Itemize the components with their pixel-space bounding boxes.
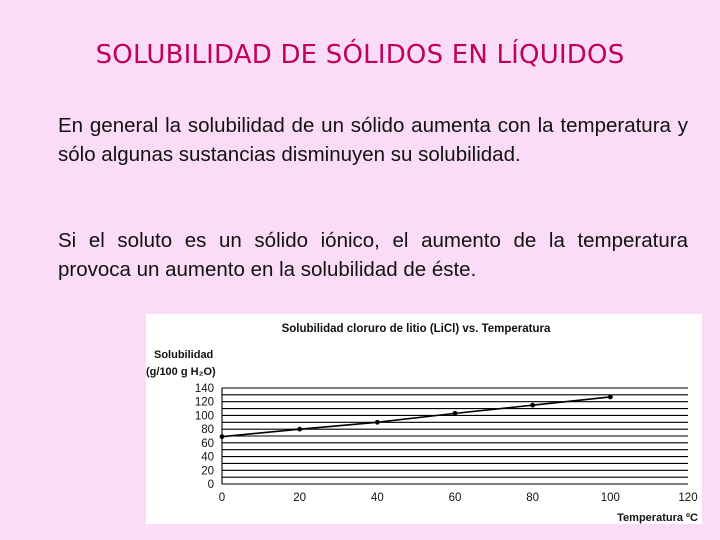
data-point-40 [374, 419, 380, 425]
intro-paragraph: En general la solubilidad de un sólido a… [58, 114, 688, 166]
series-line [221, 396, 611, 438]
y-axis-label-line1: Solubilidad [154, 349, 213, 361]
x-axis-label: Temperatura ºC [617, 512, 698, 524]
x-tick-label-80: 80 [526, 492, 539, 504]
x-tick-label-100: 100 [601, 492, 620, 504]
solubility-chart: Solubilidad cloruro de litio (LiCl) vs. … [146, 314, 702, 524]
y-axis-label-line2: (g/100 g H₂O) [146, 366, 216, 378]
x-tick-label-120: 120 [678, 492, 697, 504]
x-tick-label-0: 0 [219, 492, 225, 504]
y-tick-label-60: 60 [201, 438, 214, 450]
ionic-solute-paragraph: Si el soluto es un sólido iónico, el aum… [58, 229, 688, 281]
x-tick-label-40: 40 [371, 492, 384, 504]
data-point-80 [530, 402, 536, 408]
data-point-60 [452, 410, 458, 416]
chart-svg: Solubilidad cloruro de litio (LiCl) vs. … [146, 323, 698, 524]
chart-title: Solubilidad cloruro de litio (LiCl) vs. … [282, 323, 551, 335]
x-tick-label-20: 20 [293, 492, 306, 504]
y-tick-label-140: 140 [195, 383, 214, 395]
y-tick-label-100: 100 [195, 410, 214, 422]
y-tick-label-20: 20 [201, 465, 214, 477]
data-point-100 [607, 394, 613, 400]
y-tick-label-120: 120 [195, 397, 214, 409]
data-point-20 [297, 426, 303, 432]
data-point-0 [219, 434, 225, 440]
y-tick-label-0: 0 [208, 479, 214, 491]
x-tick-label-60: 60 [449, 492, 462, 504]
y-tick-label-80: 80 [201, 424, 214, 436]
slide-title: SOLUBILIDAD DE SÓLIDOS EN LÍQUIDOS [95, 40, 625, 70]
y-tick-label-40: 40 [201, 452, 214, 464]
